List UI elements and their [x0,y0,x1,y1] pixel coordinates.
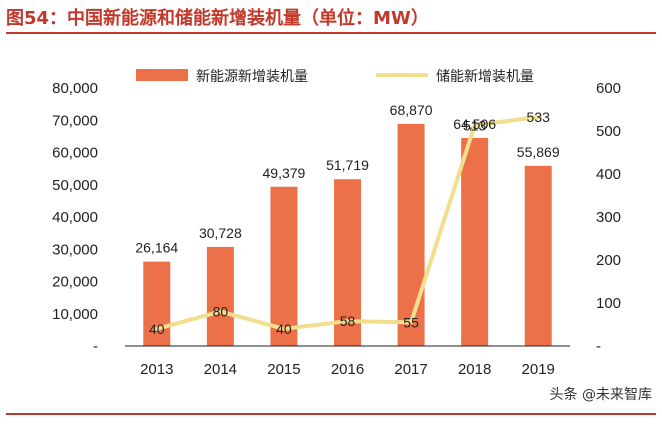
line-data-label: 55 [403,314,419,330]
x-tick-label: 2017 [394,361,427,378]
bar [397,123,425,346]
line-data-label: 40 [149,321,165,337]
y2-tick-label: - [596,338,601,355]
bar-data-label: 49,379 [263,165,306,181]
line-data-label: 513 [463,117,487,133]
y2-tick-label: 400 [596,166,621,183]
storage-line [154,114,541,331]
y2-tick-label: 100 [596,295,621,312]
x-axis: 2013 2014 2015 2016 2017 2018 2019 [140,361,555,378]
bar-data-label: 64,506 [453,116,496,132]
y-tick-label: 50,000 [52,177,98,194]
bar-data-label: 55,869 [517,144,560,160]
y-axis-left: 80,000 70,000 60,000 50,000 40,000 30,000 20,0… [52,80,98,355]
legend-swatch-new-energy [136,69,188,81]
x-tick-label: 2018 [458,361,491,378]
x-tick-label: 2019 [522,361,555,378]
legend-label-storage: 储能新增装机量 [436,69,534,85]
x-tick-label: 2014 [204,361,237,378]
bar-data-label: 51,719 [326,157,369,173]
bar-data-labels: 26,164 30,728 49,379 51,719 68,870 64,506 55,8… [135,102,559,256]
line-data-label: 80 [213,304,229,320]
x-tick-label: 2015 [267,361,300,378]
y-tick-label: 40,000 [52,209,98,226]
bar [143,261,171,346]
y2-tick-label: 300 [596,209,621,226]
bar [461,137,489,346]
y-tick-label: 20,000 [52,274,98,291]
bar [206,246,234,346]
y-tick-label: 70,000 [52,112,98,129]
bottom-rule [6,413,656,415]
y-tick-label: - [93,338,98,355]
y-axis-right: 600 500 400 300 200 100 - [596,80,621,355]
line-data-label: 40 [276,321,292,337]
y2-tick-label: 600 [596,80,621,97]
x-tick-label: 2013 [140,361,173,378]
line-data-label: 58 [340,313,356,329]
y-tick-label: 30,000 [52,241,98,258]
bar [270,186,298,346]
legend: 新能源新增装机量 储能新增装机量 [136,69,534,85]
bar-series [143,123,552,346]
line-data-label: 533 [527,109,551,125]
bar-data-label: 30,728 [199,225,242,241]
y-tick-label: 10,000 [52,306,98,323]
bar [524,165,552,346]
watermark: 头条 @未来智库 [549,387,652,403]
y-tick-label: 80,000 [52,80,98,97]
bar-data-label: 26,164 [135,240,178,256]
bar [334,179,361,346]
y2-tick-label: 200 [596,252,621,269]
line-data-labels: 40 80 40 58 55 513 533 [149,109,550,337]
x-tick-label: 2016 [331,361,364,378]
y-tick-label: 60,000 [52,145,98,162]
title-rule [6,32,656,34]
y2-tick-label: 500 [596,123,621,140]
legend-label-new-energy: 新能源新增装机量 [196,69,308,85]
line-series [154,114,541,331]
bar-data-label: 68,870 [390,102,433,118]
figure-title: 图54：中国新能源和储能新增装机量（单位：MW） [6,8,429,29]
